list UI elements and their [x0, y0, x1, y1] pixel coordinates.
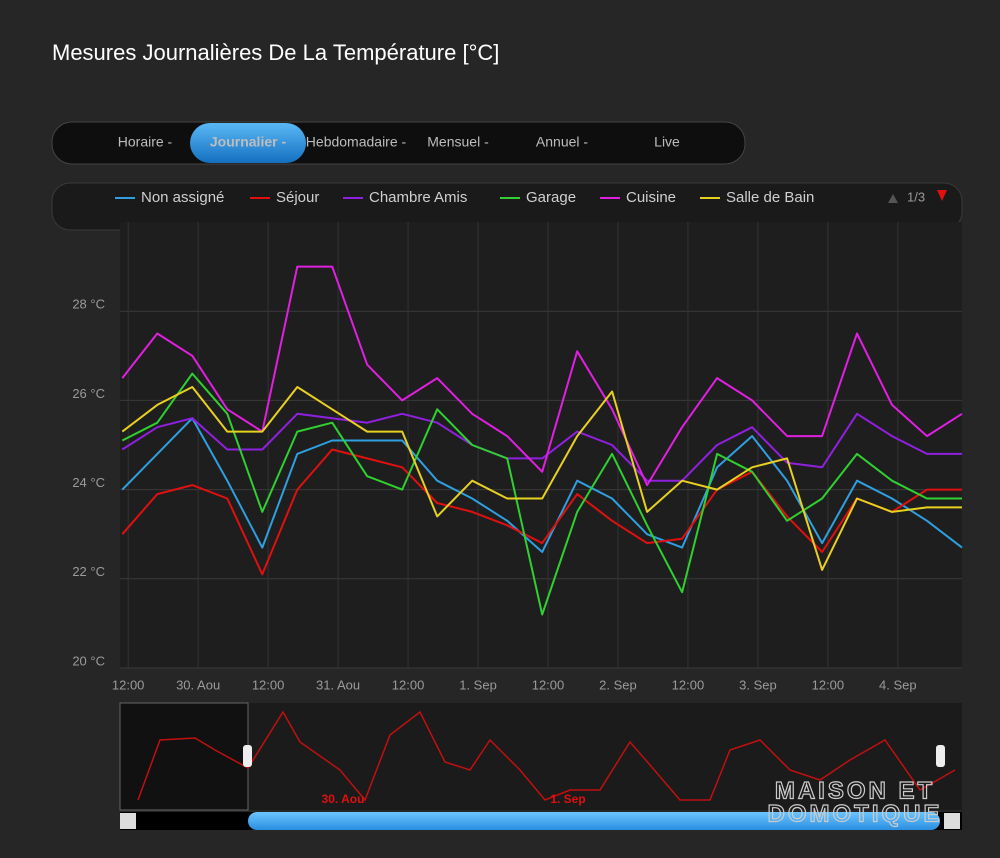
- tab[interactable]: Live: [654, 134, 680, 150]
- tab[interactable]: Mensuel -: [427, 134, 489, 150]
- x-tick-label: 30. Aou: [176, 677, 220, 692]
- plot-area: [120, 222, 962, 668]
- legend-label[interactable]: Chambre Amis: [369, 189, 467, 206]
- page-title: Mesures Journalières De La Température […: [52, 40, 499, 65]
- y-tick-label: 22 °C: [72, 564, 105, 579]
- tab[interactable]: Journalier -: [210, 134, 287, 150]
- navigator-bg: [120, 703, 962, 810]
- y-tick-label: 26 °C: [72, 386, 105, 401]
- scroll-right[interactable]: [944, 813, 960, 829]
- watermark: MAISON ET: [775, 777, 935, 804]
- legend-label[interactable]: Non assigné: [141, 189, 224, 206]
- x-tick-label: 3. Sep: [739, 677, 777, 692]
- scroll-left[interactable]: [120, 813, 136, 829]
- legend-label[interactable]: Cuisine: [626, 189, 676, 206]
- series-line: [121, 372, 962, 616]
- tab[interactable]: Horaire -: [118, 134, 173, 150]
- x-tick-label: 4. Sep: [879, 677, 917, 692]
- x-tick-label: 31. Aou: [316, 677, 360, 692]
- scrollbar-thumb[interactable]: [248, 812, 940, 830]
- navigator-handle[interactable]: [243, 745, 252, 767]
- pager-label: 1/3: [907, 189, 925, 204]
- navigator-handle[interactable]: [936, 745, 945, 767]
- x-tick-label: 12:00: [112, 677, 145, 692]
- active-tab[interactable]: [190, 123, 306, 163]
- y-tick-label: 20 °C: [72, 653, 105, 668]
- pager-down[interactable]: [937, 190, 947, 201]
- x-tick-label: 12:00: [672, 677, 705, 692]
- tab[interactable]: Annuel -: [536, 134, 588, 150]
- navigator-label: 1. Sep: [550, 792, 585, 806]
- x-tick-label: 12:00: [252, 677, 285, 692]
- x-tick-label: 1. Sep: [459, 677, 497, 692]
- navigator-line: [137, 710, 956, 802]
- navigator-mask: [119, 702, 249, 811]
- series-line: [121, 386, 962, 571]
- pager-up[interactable]: [888, 194, 898, 203]
- legend-label[interactable]: Séjour: [276, 189, 319, 206]
- x-tick-label: 12:00: [812, 677, 845, 692]
- watermark: DOMOTIQUE: [768, 800, 943, 827]
- tab[interactable]: Hebdomadaire -: [306, 134, 407, 150]
- series-line: [121, 412, 962, 482]
- y-tick-label: 28 °C: [72, 297, 105, 312]
- x-tick-label: 12:00: [532, 677, 565, 692]
- legend-label[interactable]: Garage: [526, 189, 576, 206]
- y-tick-label: 24 °C: [72, 475, 105, 490]
- navigator-label: 30. Aou: [322, 792, 365, 806]
- legend-label[interactable]: Salle de Bain: [726, 189, 814, 206]
- series-line: [121, 417, 963, 553]
- navigator: 30. Aou 1. Sep: [119, 702, 962, 830]
- x-tick-label: 12:00: [392, 677, 425, 692]
- x-tick-label: 2. Sep: [599, 677, 637, 692]
- series-line: [121, 448, 962, 576]
